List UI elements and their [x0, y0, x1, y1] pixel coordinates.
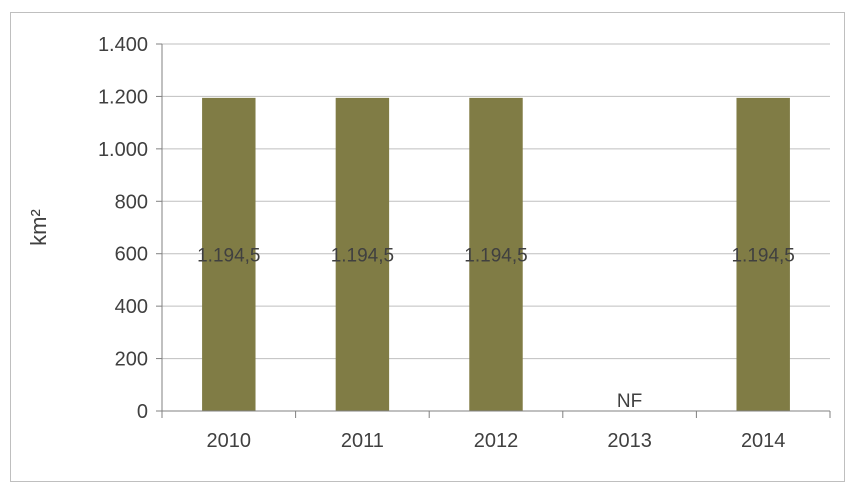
y-tick-label: 800 — [115, 191, 148, 213]
y-tick-label: 400 — [115, 296, 148, 318]
x-tick-label: 2013 — [607, 430, 652, 452]
y-tick-label: 600 — [115, 244, 148, 266]
chart-frame — [10, 12, 845, 482]
x-tick-label: 2012 — [474, 430, 519, 452]
y-tick-label: 0 — [137, 401, 148, 423]
x-tick-label: 2010 — [207, 430, 252, 452]
bar — [736, 97, 790, 411]
data-label: 1.194,5 — [464, 245, 527, 266]
x-tick-label: 2011 — [341, 430, 384, 452]
data-label: NF — [617, 391, 642, 412]
bar — [335, 97, 390, 411]
x-tick-label: 2014 — [741, 430, 786, 452]
bar — [202, 97, 256, 411]
y-tick-label: 1.000 — [98, 139, 148, 161]
y-tick-labels: 0 200 400 600 800 1.000 1.200 1.400 — [98, 34, 148, 423]
x-tick-labels: 2010 2011 2012 2013 2014 — [207, 430, 786, 452]
bars — [202, 97, 790, 411]
data-labels: 1.194,5 1.194,5 1.194,5 NF 1.194,5 — [197, 245, 795, 412]
data-label: 1.194,5 — [331, 245, 394, 266]
y-axis-title: km² — [26, 209, 51, 246]
y-tick-label: 200 — [115, 349, 148, 371]
data-label: 1.194,5 — [197, 245, 260, 266]
y-tick-label: 1.200 — [98, 86, 148, 108]
axes — [156, 43, 831, 418]
y-tick-label: 1.400 — [98, 34, 148, 56]
data-label: 1.194,5 — [731, 245, 794, 266]
bar — [469, 97, 523, 411]
